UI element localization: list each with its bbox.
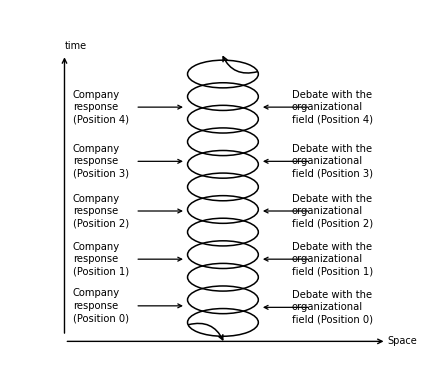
Text: Space: Space: [387, 336, 416, 346]
Text: Company
response
(Position 0): Company response (Position 0): [73, 289, 128, 323]
Text: Debate with the
organizational
field (Position 2): Debate with the organizational field (Po…: [291, 194, 372, 228]
Text: Company
response
(Position 3): Company response (Position 3): [73, 144, 128, 179]
Text: Debate with the
organizational
field (Position 1): Debate with the organizational field (Po…: [291, 242, 372, 276]
Text: Company
response
(Position 2): Company response (Position 2): [73, 194, 129, 228]
Text: Debate with the
organizational
field (Position 3): Debate with the organizational field (Po…: [291, 144, 372, 179]
Text: Debate with the
organizational
field (Position 0): Debate with the organizational field (Po…: [291, 290, 372, 325]
Text: Debate with the
organizational
field (Position 4): Debate with the organizational field (Po…: [291, 90, 372, 125]
Text: Company
response
(Position 4): Company response (Position 4): [73, 90, 128, 125]
Text: Company
response
(Position 1): Company response (Position 1): [73, 242, 129, 276]
Text: time: time: [64, 41, 86, 52]
